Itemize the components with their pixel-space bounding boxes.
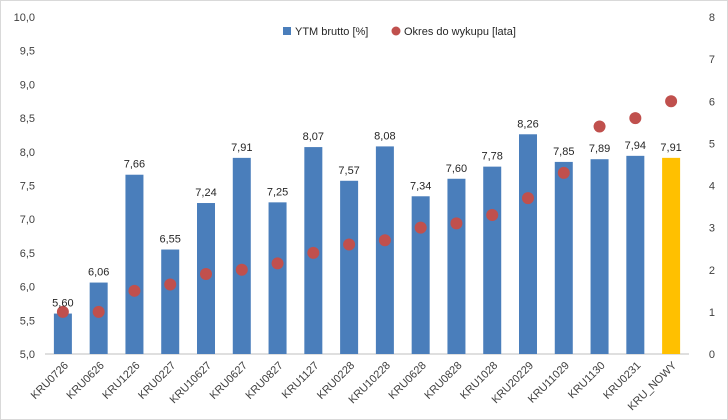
y-right-tick-label: 3 [709, 223, 715, 235]
data-label-ytm: 7,66 [124, 159, 145, 171]
data-label-ytm: 7,91 [660, 142, 681, 154]
legend-swatch-okres [391, 26, 401, 36]
y-left-tick-label: 9,0 [20, 79, 35, 91]
data-label-ytm: 7,57 [338, 165, 359, 177]
data-label-ytm: 6,55 [160, 234, 181, 246]
point-okres [128, 284, 141, 297]
data-label-ytm: 5,60 [52, 298, 73, 310]
data-label-ytm: 7,25 [267, 186, 288, 198]
y-left-tick-label: 5,5 [20, 315, 35, 327]
y-left-tick-label: 8,0 [20, 147, 35, 159]
legend: YTM brutto [%] Okres do wykupu [lata] [283, 26, 516, 38]
data-labels-group: 5,60 6,06 7,66 6,55 7,24 7,91 7,25 8,07 7,57 8,08… [52, 118, 682, 309]
point-okres [450, 217, 463, 230]
bar-ytm [89, 282, 108, 354]
y-right-tick-label: 5 [709, 138, 715, 150]
y-right-tick-label: 6 [709, 96, 715, 108]
data-label-ytm: 6,06 [88, 267, 109, 279]
data-label-ytm: 7,89 [589, 143, 610, 155]
x-tick-label: KRU0726 [29, 360, 71, 402]
dots-group [56, 95, 678, 318]
bar-ytm [483, 166, 502, 354]
legend-swatch-ytm [283, 27, 291, 35]
y-right-tick-label: 8 [709, 12, 715, 24]
bar-ytm [53, 313, 72, 354]
bars-group [53, 134, 681, 354]
y-right-tick-label: 4 [709, 181, 715, 193]
point-okres [557, 166, 570, 179]
y-right-tick-label: 2 [709, 265, 715, 277]
point-okres [307, 246, 320, 259]
data-label-ytm: 7,34 [410, 180, 431, 192]
bar-ytm [268, 202, 287, 354]
x-tick-label: KRU0627 [208, 360, 250, 402]
bar-ytm [411, 196, 430, 354]
data-label-ytm: 7,94 [625, 140, 646, 152]
y-left-tick-label: 9,5 [20, 46, 35, 58]
legend-label-ytm: YTM brutto [%] [295, 26, 368, 38]
point-okres [92, 305, 105, 318]
data-label-ytm: 7,60 [446, 163, 467, 175]
point-okres [629, 112, 642, 125]
bar-ytm [447, 178, 466, 354]
y-right-tick-label: 0 [709, 349, 715, 361]
point-okres [593, 120, 606, 133]
data-label-ytm: 8,08 [374, 130, 395, 142]
point-okres [235, 263, 248, 276]
y-right-tick-label: 1 [709, 307, 715, 319]
point-okres [200, 267, 212, 280]
point-okres [271, 257, 284, 270]
point-okres [486, 208, 499, 221]
bar-ytm [125, 174, 144, 354]
bar-ytm [590, 159, 609, 354]
bar-ytm [662, 157, 681, 354]
y-right-tick-label: 7 [709, 54, 715, 66]
point-okres [414, 221, 427, 234]
point-okres [164, 278, 177, 291]
bar-ytm [340, 180, 359, 354]
y-left-tick-label: 6,5 [20, 248, 35, 260]
point-okres [522, 192, 534, 205]
y-left-tick-label: 7,5 [20, 181, 35, 193]
x-tick-label: KRU0628 [387, 360, 429, 402]
x-tick-label: KRU0626 [65, 360, 107, 402]
point-okres [343, 238, 356, 251]
data-label-ytm: 7,78 [482, 151, 503, 163]
x-tick-label: KRU0828 [422, 360, 464, 402]
legend-label-okres: Okres do wykupu [lata] [404, 26, 516, 38]
bar-ytm [554, 161, 573, 354]
y-left-tick-label: 10,0 [14, 12, 35, 24]
data-label-ytm: 7,85 [553, 146, 574, 158]
point-okres [378, 234, 391, 247]
x-tick-label: KRU1226 [100, 360, 142, 402]
x-tick-label: KRU1130 [566, 360, 608, 402]
bar-ytm [626, 155, 645, 354]
bar-ytm [161, 249, 180, 354]
data-label-ytm: 8,26 [517, 118, 538, 130]
data-label-ytm: 7,24 [195, 187, 216, 199]
y-left-tick-label: 8,5 [20, 113, 35, 125]
data-label-ytm: 8,07 [303, 131, 324, 143]
data-label-ytm: 7,91 [231, 142, 252, 154]
point-okres [56, 305, 69, 318]
y-left-tick-label: 7,0 [20, 214, 35, 226]
x-tick-label: KRU0827 [243, 360, 285, 402]
bar-ytm [519, 134, 537, 354]
x-tick-label: KRU1127 [280, 360, 322, 402]
bar-ytm [232, 157, 251, 354]
bar-ytm [375, 146, 394, 354]
point-okres [665, 95, 678, 108]
y-left-tick-label: 6,0 [20, 282, 35, 294]
y-left-tick-label: 5,0 [20, 349, 35, 361]
axes-group: 5,0 5,5 6,0 6,5 7,0 7,5 8,0 8,5 9,0 9,5 10,0 0 1 2 3 4 5… [14, 12, 715, 413]
